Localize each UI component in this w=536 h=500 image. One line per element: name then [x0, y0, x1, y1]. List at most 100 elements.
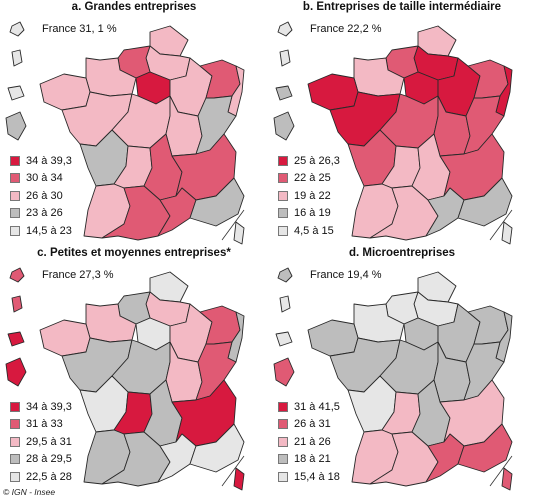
region-midi-pyrenees: [101, 185, 171, 241]
legend-item: 23 à 26: [10, 205, 72, 223]
legend-swatch: [278, 173, 288, 184]
legend-swatch: [10, 173, 20, 184]
national-value: France 31, 1 %: [42, 23, 117, 35]
legend-label: 30 à 34: [26, 172, 63, 185]
region-franche-comte: [463, 95, 505, 155]
legend-swatch: [278, 401, 288, 412]
legend-swatch: [10, 401, 20, 412]
choropleth-map: [5, 21, 245, 245]
legend-label: 26 à 31: [294, 418, 331, 431]
legend-label: 19 à 22: [294, 189, 331, 202]
region-provence-alpes-cote-d-azur: [189, 423, 245, 473]
legend-item: 31 à 33: [10, 416, 72, 434]
legend-item: 22 à 25: [278, 170, 340, 188]
panel-microentreprises: d. Microentreprises France 19,4 % 31 à 4…: [268, 246, 536, 492]
region-midi-pyrenees: [369, 431, 439, 487]
legend-swatch: [278, 208, 288, 219]
region-bretagne: [39, 319, 91, 357]
legend-label: 16 à 19: [294, 207, 331, 220]
region-la-reunion: [275, 85, 293, 101]
region-guadeloupe: [277, 267, 293, 283]
region-martinique: [279, 295, 291, 313]
region-provence-alpes-cote-d-azur: [457, 423, 513, 473]
legend-item: 16 à 19: [278, 205, 340, 223]
legend-item: 15,4 à 18: [278, 468, 340, 486]
legend-item: 26 à 30: [10, 187, 72, 205]
legend-label: 21 à 26: [294, 435, 331, 448]
choropleth-map: [273, 21, 513, 245]
legend-item: 29,5 à 31: [10, 433, 72, 451]
legend-label: 31 à 41,5: [294, 400, 340, 413]
legend-swatch: [10, 436, 20, 447]
legend-label: 4,5 à 15: [294, 224, 334, 237]
legend: 25 à 26,3 22 à 25 19 à 22 16 à 19 4,5 à …: [278, 152, 340, 240]
region-guyane: [5, 111, 27, 141]
region-martinique: [279, 49, 291, 67]
region-franche-comte: [463, 341, 505, 401]
region-martinique: [11, 295, 23, 313]
legend-swatch: [10, 225, 20, 236]
legend-label: 22 à 25: [294, 172, 331, 185]
region-corse: [233, 221, 245, 245]
legend-item: 31 à 41,5: [278, 398, 340, 416]
national-value: France 19,4 %: [310, 269, 382, 281]
region-corse: [501, 221, 513, 245]
region-bretagne: [307, 73, 359, 111]
legend-label: 25 à 26,3: [294, 154, 340, 167]
legend-label: 28 à 29,5: [26, 453, 72, 466]
panel-petites-moyennes-entreprises: c. Petites et moyennes entreprises* Fran…: [0, 246, 268, 492]
region-la-reunion: [275, 331, 293, 347]
panel-entreprises-taille-intermediaire: b. Entreprises de taille intermédiaire F…: [268, 0, 536, 246]
legend-item: 18 à 21: [278, 451, 340, 469]
legend-swatch: [10, 208, 20, 219]
legend-item: 25 à 26,3: [278, 152, 340, 170]
region-corse: [233, 467, 245, 491]
inset-separator-line: [489, 209, 513, 241]
legend-item: 21 à 26: [278, 433, 340, 451]
inset-separator-line: [489, 455, 513, 487]
inset-separator-line: [221, 455, 245, 487]
legend-swatch: [10, 471, 20, 482]
national-value: France 27,3 %: [42, 269, 114, 281]
legend-label: 34 à 39,3: [26, 154, 72, 167]
legend-label: 22,5 à 28: [26, 470, 72, 483]
choropleth-map: [5, 267, 245, 491]
region-franche-comte: [195, 341, 237, 401]
region-guyane: [273, 357, 295, 387]
legend-swatch: [278, 419, 288, 430]
panel-title: a. Grandes entreprises: [71, 1, 197, 13]
region-guadeloupe: [277, 21, 293, 37]
legend-swatch: [278, 436, 288, 447]
panel-title: c. Petites et moyennes entreprises*: [37, 247, 231, 259]
legend: 31 à 41,5 26 à 31 21 à 26 18 à 21 15,4 à…: [278, 398, 340, 486]
region-midi-pyrenees: [101, 431, 171, 487]
region-bretagne: [39, 73, 91, 111]
legend-label: 15,4 à 18: [294, 470, 340, 483]
region-provence-alpes-cote-d-azur: [457, 177, 513, 227]
legend-label: 14,5 à 23: [26, 224, 72, 237]
legend-swatch: [10, 454, 20, 465]
panel-grandes-entreprises: a. Grandes entreprises France 31, 1 % 34…: [0, 0, 268, 246]
legend-item: 14,5 à 23: [10, 222, 72, 240]
region-guyane: [5, 357, 27, 387]
legend-item: 22,5 à 28: [10, 468, 72, 486]
inset-separator-line: [221, 209, 245, 241]
legend-swatch: [278, 155, 288, 166]
legend-label: 29,5 à 31: [26, 435, 72, 448]
region-guadeloupe: [9, 267, 25, 283]
legend-swatch: [10, 190, 20, 201]
legend-label: 23 à 26: [26, 207, 63, 220]
legend-swatch: [278, 190, 288, 201]
legend: 34 à 39,3 30 à 34 26 à 30 23 à 26 14,5 à…: [10, 152, 72, 240]
legend-label: 18 à 21: [294, 453, 331, 466]
region-la-reunion: [7, 85, 25, 101]
source-credit: © IGN - Insee: [3, 487, 56, 497]
legend-swatch: [10, 419, 20, 430]
legend-item: 30 à 34: [10, 170, 72, 188]
legend-item: 4,5 à 15: [278, 222, 340, 240]
choropleth-map: [273, 267, 513, 491]
legend-item: 19 à 22: [278, 187, 340, 205]
legend-label: 34 à 39,3: [26, 400, 72, 413]
legend-item: 28 à 29,5: [10, 451, 72, 469]
legend-swatch: [278, 471, 288, 482]
